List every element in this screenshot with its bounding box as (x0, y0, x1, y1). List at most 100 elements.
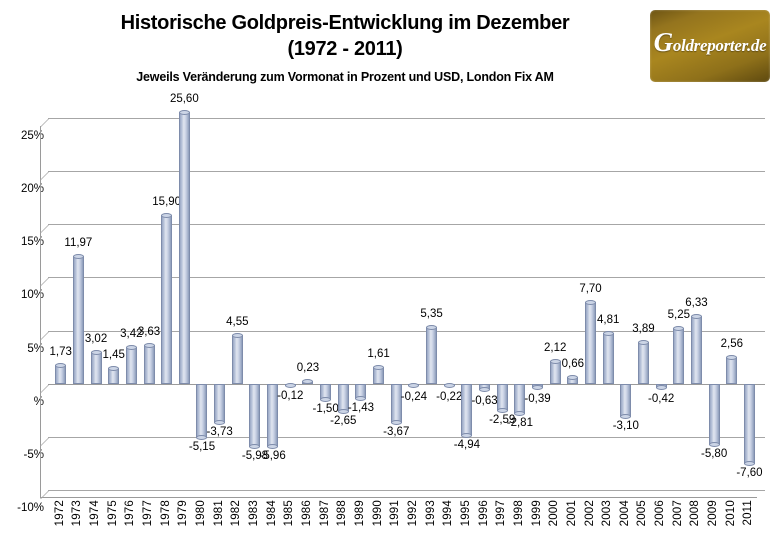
bar[interactable] (496, 383, 508, 413)
bar[interactable] (72, 254, 84, 384)
bar[interactable] (196, 383, 208, 441)
x-axis-tick-label: 1980 (194, 500, 207, 527)
bar[interactable] (461, 383, 473, 438)
bar-value-label: 2,56 (720, 337, 743, 350)
bar-value-label: 7,70 (579, 282, 602, 295)
bar[interactable] (408, 383, 420, 388)
x-axis-tick-label: 1986 (300, 500, 313, 527)
bar[interactable] (161, 212, 173, 384)
bar[interactable] (108, 366, 120, 384)
bar[interactable] (655, 383, 667, 391)
x-axis-tick-label: 1990 (371, 500, 384, 527)
gridline (40, 330, 765, 340)
x-axis-tick-label: 2004 (618, 500, 631, 527)
bar[interactable] (390, 383, 402, 425)
bar-value-label: 3,42 (120, 328, 143, 341)
bar-value-label: -1,50 (312, 402, 339, 415)
logo-text: Goldreporter.de (654, 29, 767, 56)
bar[interactable] (214, 383, 226, 425)
gridline (40, 277, 765, 287)
bar-value-label: 4,81 (596, 313, 620, 326)
goldreporter-logo[interactable]: Goldreporter.de (650, 10, 770, 82)
bar[interactable] (249, 383, 261, 449)
bar[interactable] (743, 383, 755, 467)
x-axis-tick-label: 1994 (442, 500, 455, 527)
bar[interactable] (320, 383, 332, 402)
x-axis-tick-label: 2009 (707, 500, 720, 527)
x-axis-tick-label: 1976 (124, 500, 137, 527)
bar[interactable] (549, 359, 561, 384)
bar[interactable] (443, 382, 455, 389)
x-axis-tick-label: 1998 (512, 500, 525, 527)
y-axis-tick-label: % (33, 395, 44, 408)
x-axis-tick-label: 1983 (247, 500, 260, 527)
x-axis-labels: 1972 1973 1974 1975 1976 1977 1978 1979 1980 1981… (48, 498, 765, 543)
bar-value-label: 6,33 (685, 297, 708, 310)
x-axis-tick-label: 1977 (142, 500, 155, 527)
bar-value-label: -2,59 (489, 414, 516, 427)
bar[interactable] (284, 382, 296, 388)
x-axis-tick-label: 2007 (671, 500, 684, 527)
bar[interactable] (514, 383, 526, 416)
bar[interactable] (373, 364, 385, 384)
bar[interactable] (90, 349, 102, 384)
y-axis-tick-label: 25% (20, 130, 44, 142)
x-axis-tick-label: 1992 (406, 500, 419, 527)
x-axis-tick-label: 1975 (106, 500, 119, 527)
bar[interactable] (620, 383, 632, 419)
bar-value-label: 1,73 (49, 346, 72, 359)
bar[interactable] (532, 383, 544, 391)
bar[interactable] (585, 299, 597, 384)
bar-value-label: 5,25 (667, 308, 691, 321)
bar-value-label: -3,73 (206, 426, 233, 439)
bar-value-label: 3,89 (632, 323, 655, 336)
bar[interactable] (690, 314, 702, 384)
bar-value-label: -3,10 (612, 419, 639, 432)
bar[interactable] (337, 383, 349, 415)
bar[interactable] (426, 324, 438, 384)
bar-value-label: -0,24 (400, 391, 428, 404)
x-axis-tick-label: 1989 (353, 500, 366, 527)
bar[interactable] (708, 383, 720, 447)
x-axis-tick-label: 2002 (583, 500, 596, 527)
x-axis-tick-label: 2003 (601, 500, 614, 527)
bar[interactable] (178, 109, 190, 384)
bar[interactable] (143, 343, 155, 384)
bar-value-label: -2,81 (506, 416, 533, 429)
bar-value-label: 15,90 (152, 195, 182, 208)
bar-value-label: 1,61 (367, 347, 390, 360)
bar[interactable] (726, 354, 738, 384)
chart-title-line2: (1972 - 2011) (287, 38, 403, 60)
x-axis-tick-label: 1982 (230, 500, 243, 527)
plot-area: 1,73 11,97 3,02 1,45 3,42 3,63 15,90 25,60 -5,15… (40, 93, 765, 499)
bar-value-label: 25,60 (169, 92, 199, 105)
bar[interactable] (302, 378, 314, 385)
bar[interactable] (55, 363, 67, 384)
bar-value-label: -3,67 (383, 425, 410, 438)
bar-value-label: 4,55 (226, 316, 249, 329)
bar[interactable] (602, 330, 614, 384)
bar[interactable] (673, 325, 685, 384)
bar[interactable] (355, 383, 367, 402)
x-axis-tick-label: 2005 (636, 500, 649, 527)
bar-value-label: 2,12 (543, 342, 567, 355)
chart-header: Historische Goldpreis-Entwicklung im Dez… (0, 0, 782, 100)
bar[interactable] (637, 340, 649, 384)
x-axis-tick-label: 1974 (89, 500, 102, 527)
y-axis-tick-label: 15% (20, 236, 44, 249)
bar-value-label: -5,96 (259, 450, 286, 463)
bar-value-label: -7,60 (736, 467, 763, 480)
x-axis-tick-label: 2001 (565, 500, 578, 527)
x-axis-tick-label: 1997 (495, 500, 508, 527)
bar[interactable] (231, 333, 243, 384)
bar[interactable] (267, 383, 279, 450)
bar[interactable] (567, 374, 579, 384)
y-axis-tick-label: 10% (20, 289, 44, 302)
bar-value-label: -5,98 (241, 450, 269, 463)
x-axis-line (40, 497, 757, 498)
bar[interactable] (479, 383, 491, 393)
bar[interactable] (125, 345, 137, 384)
x-axis-tick-label: 1988 (336, 500, 349, 527)
x-axis-tick-label: 1995 (459, 500, 472, 527)
x-axis-tick-label: 2008 (689, 500, 702, 527)
